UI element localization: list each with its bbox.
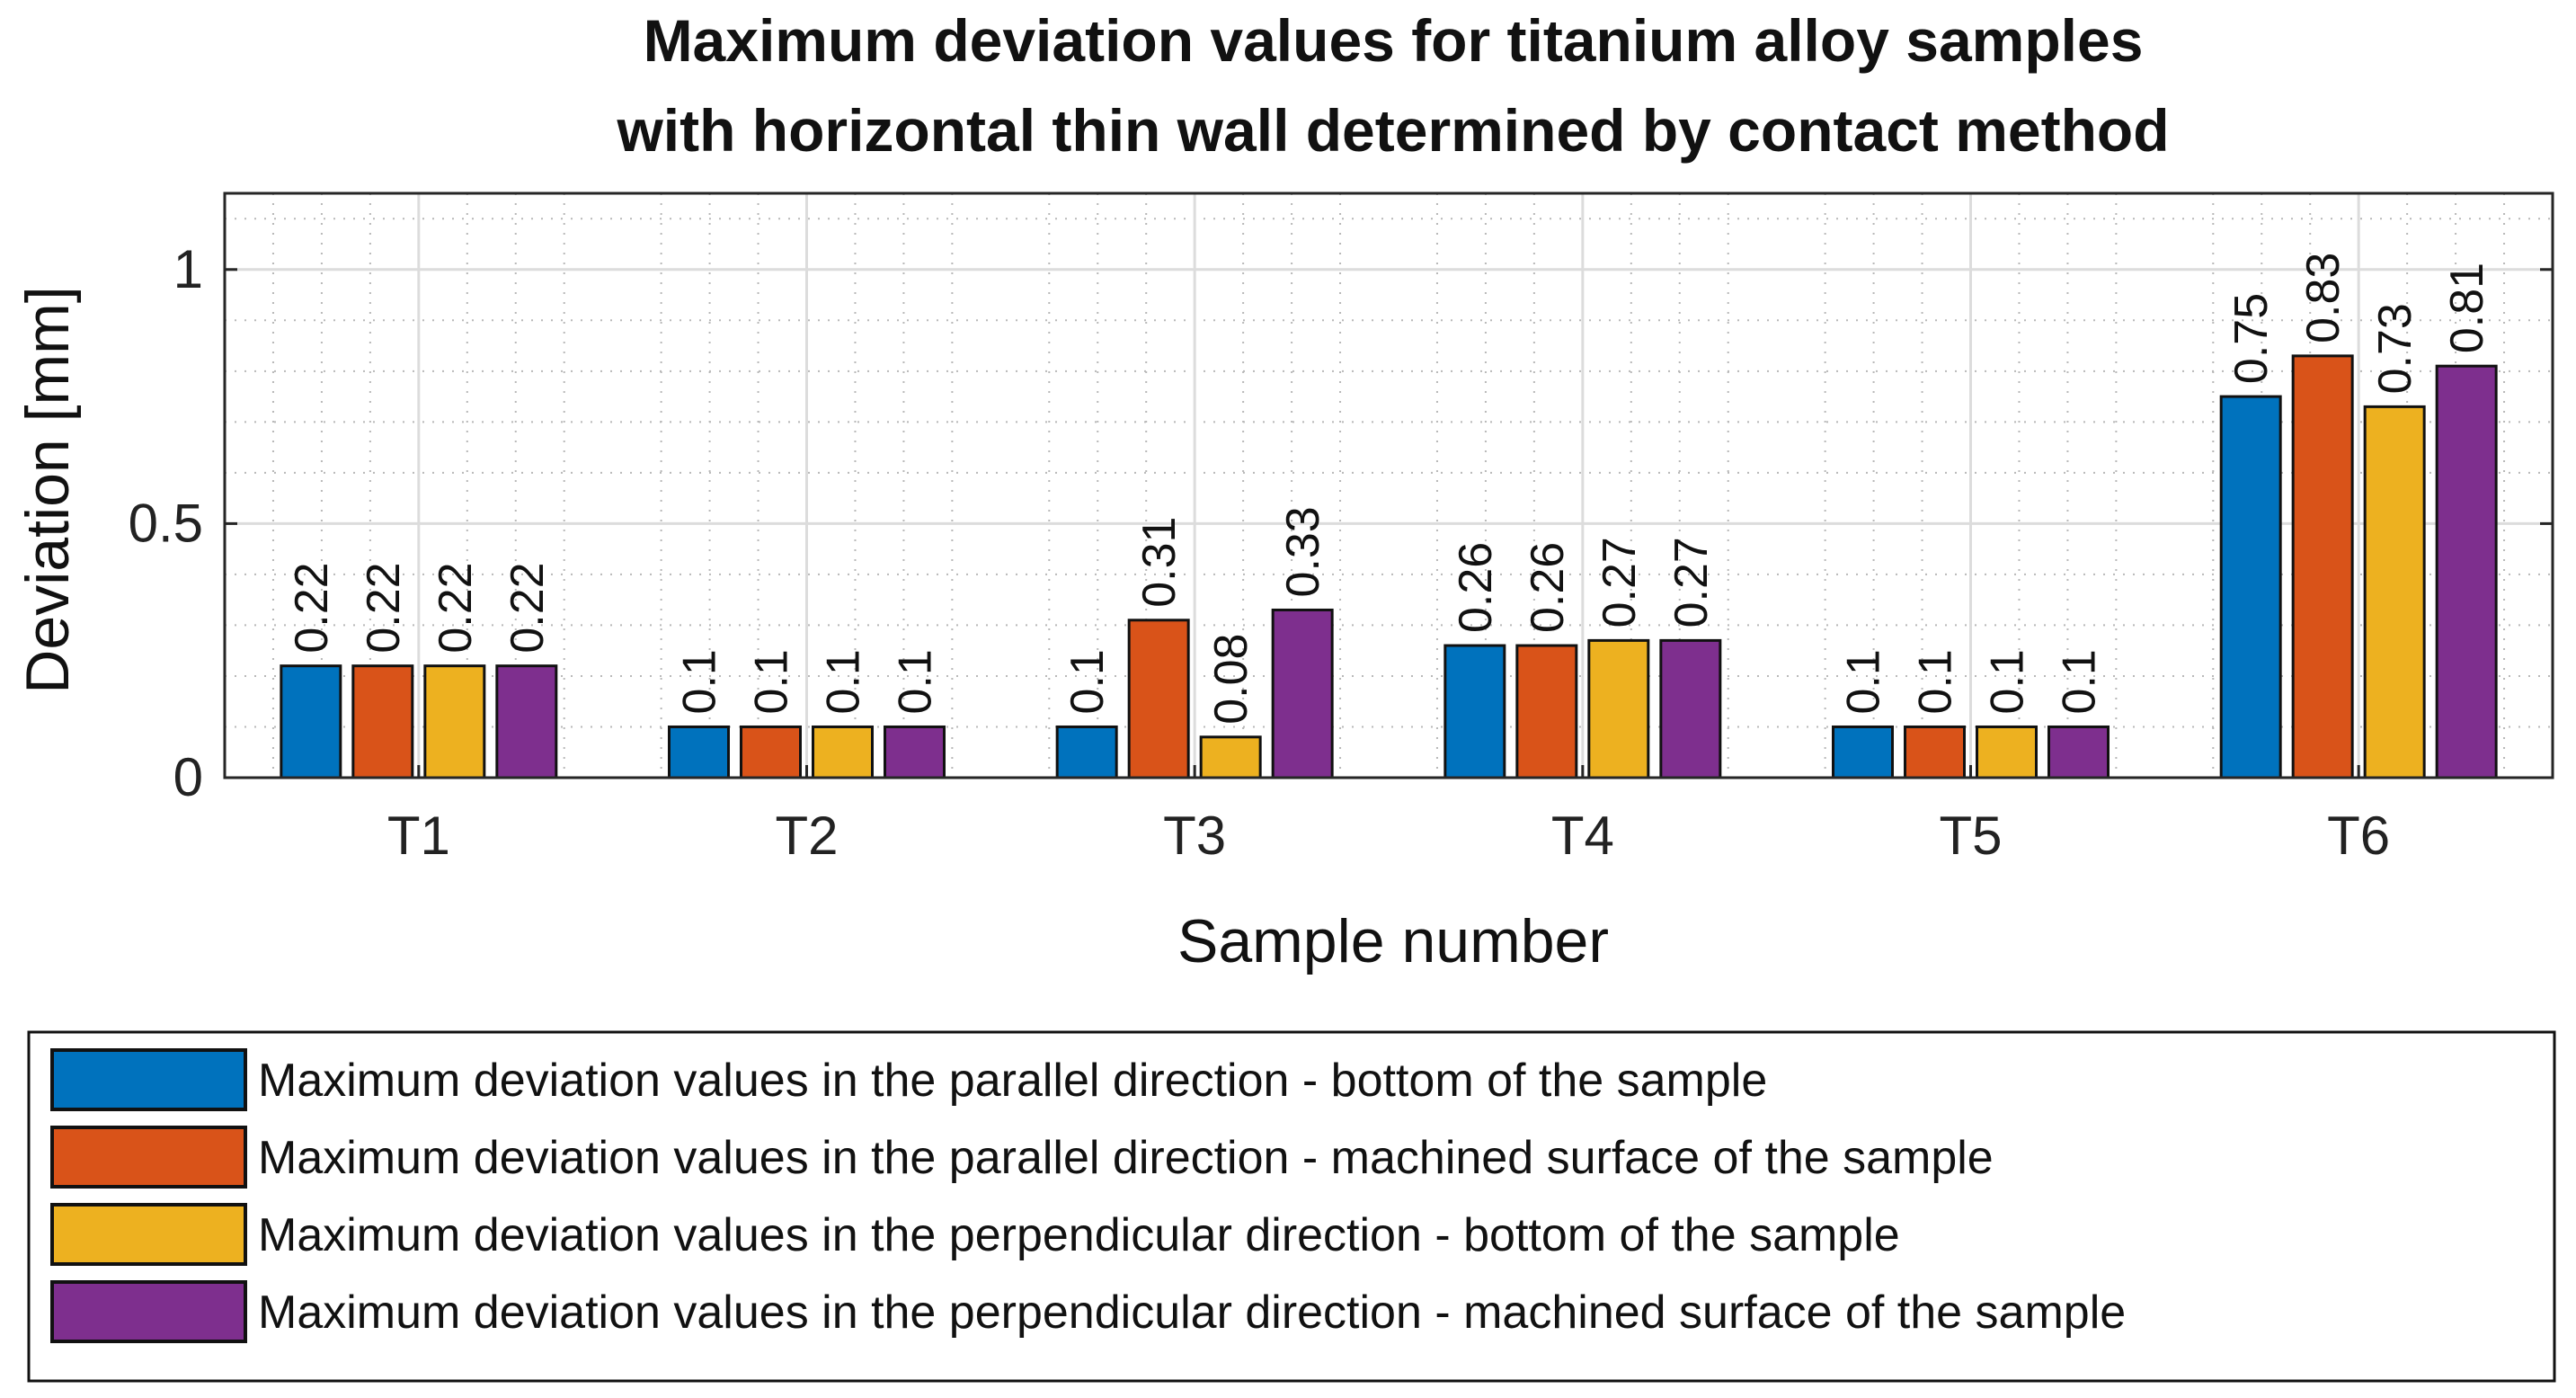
legend-box — [27, 1030, 2556, 1383]
bar-T5-series-2 — [1904, 725, 1966, 779]
data-label-T6-series-3: 0.73 — [2369, 303, 2421, 394]
bar-T3-series-4 — [1271, 608, 1334, 779]
data-label-T6-series-1: 0.75 — [2225, 293, 2278, 384]
bar-T3-series-1 — [1055, 725, 1118, 779]
y-tick-label: 1 — [173, 239, 203, 299]
data-label-T3-series-4: 0.33 — [1277, 506, 1329, 597]
x-axis-label: Sample number — [1177, 907, 1609, 975]
data-labels-layer: 0.22 0.1 0.1 0.26 0.1 0.75 0.22 0.1 0.31 0.26 0.1 0… — [286, 253, 2493, 725]
bar-T3-series-2 — [1127, 619, 1190, 779]
bar-T2-series-1 — [668, 725, 730, 779]
data-label-T4-series-4: 0.27 — [1666, 537, 1718, 628]
grid-layer — [225, 193, 2553, 778]
legend-swatch-series-4 — [50, 1280, 247, 1343]
bar-T6-series-3 — [2363, 405, 2426, 779]
bar-T1-series-2 — [351, 664, 414, 779]
bar-T6-series-1 — [2219, 395, 2282, 779]
data-label-T6-series-4: 0.81 — [2441, 263, 2493, 353]
bar-T6-series-2 — [2291, 354, 2354, 779]
plot-area — [225, 193, 2553, 778]
legend: Maximum deviation values in the parallel… — [27, 1030, 2556, 1383]
data-label-T2-series-2: 0.1 — [746, 649, 798, 714]
legend-label-series-2: Maximum deviation values in the parallel… — [258, 1132, 1994, 1184]
bar-T2-series-3 — [812, 725, 874, 779]
data-label-T5-series-4: 0.1 — [2054, 649, 2106, 714]
legend-swatch-series-1 — [50, 1048, 247, 1111]
chart-title: Maximum deviation values for titanium al… — [616, 7, 2169, 164]
y-tick-label: 0 — [173, 747, 203, 807]
data-label-T5-series-1: 0.1 — [1838, 649, 1890, 714]
y-axis-label: Deviation [mm] — [13, 286, 82, 693]
legend-label-series-3: Maximum deviation values in the perpendi… — [258, 1209, 1900, 1261]
bar-T1-series-1 — [280, 664, 342, 779]
legend-label-series-1: Maximum deviation values in the parallel… — [258, 1055, 1767, 1107]
x-tick-label-T1: T1 — [387, 806, 450, 866]
x-tick-label-T4: T4 — [1551, 806, 1614, 866]
data-label-T2-series-3: 0.1 — [818, 649, 870, 714]
data-label-T1-series-2: 0.22 — [358, 562, 410, 653]
data-label-T3-series-3: 0.08 — [1205, 634, 1257, 725]
legend-swatch-series-3 — [50, 1203, 247, 1266]
data-label-T3-series-2: 0.31 — [1133, 517, 1186, 608]
legend-swatch-series-2 — [50, 1126, 247, 1189]
data-label-T4-series-2: 0.26 — [1522, 542, 1574, 633]
bar-T4-series-1 — [1443, 644, 1506, 779]
bar-T1-series-4 — [495, 664, 558, 779]
bar-T2-series-2 — [740, 725, 802, 779]
data-label-T1-series-4: 0.22 — [502, 562, 554, 653]
bar-T2-series-4 — [884, 725, 946, 779]
x-tick-label-T3: T3 — [1163, 806, 1226, 866]
data-label-T2-series-4: 0.1 — [890, 649, 942, 714]
x-tick-label-T2: T2 — [775, 806, 838, 866]
bars-layer — [280, 354, 2498, 779]
axes-layer: 0 0.5 1 T1 T2 T3 T4 T5 T6 — [129, 191, 2554, 866]
chart-title-line-2: with horizontal thin wall determined by … — [616, 97, 2169, 164]
bar-T4-series-2 — [1515, 644, 1578, 779]
data-label-T3-series-1: 0.1 — [1061, 649, 1114, 714]
data-label-T2-series-1: 0.1 — [674, 649, 726, 714]
data-label-T1-series-1: 0.22 — [286, 562, 338, 653]
bar-T6-series-4 — [2435, 364, 2498, 779]
axes-box — [223, 191, 2554, 779]
x-tick-label-T6: T6 — [2327, 806, 2390, 866]
bar-T5-series-3 — [1976, 725, 2038, 779]
data-label-T5-series-3: 0.1 — [1982, 649, 2034, 714]
data-label-T6-series-2: 0.83 — [2297, 253, 2349, 343]
bar-T4-series-3 — [1587, 638, 1650, 779]
data-label-T5-series-2: 0.1 — [1910, 649, 1962, 714]
chart-title-line-1: Maximum deviation values for titanium al… — [644, 7, 2144, 74]
y-tick-label: 0.5 — [129, 493, 203, 553]
data-label-T4-series-1: 0.26 — [1450, 542, 1502, 633]
bar-T5-series-4 — [2047, 725, 2110, 779]
bar-T1-series-3 — [423, 664, 486, 779]
bar-T3-series-3 — [1199, 735, 1262, 779]
bar-T5-series-1 — [1832, 725, 1894, 779]
bar-T4-series-4 — [1659, 638, 1722, 779]
legend-label-series-4: Maximum deviation values in the perpendi… — [258, 1287, 2126, 1339]
data-label-T1-series-3: 0.22 — [430, 562, 482, 653]
x-tick-label-T5: T5 — [1939, 806, 2002, 866]
data-label-T4-series-3: 0.27 — [1594, 537, 1646, 628]
